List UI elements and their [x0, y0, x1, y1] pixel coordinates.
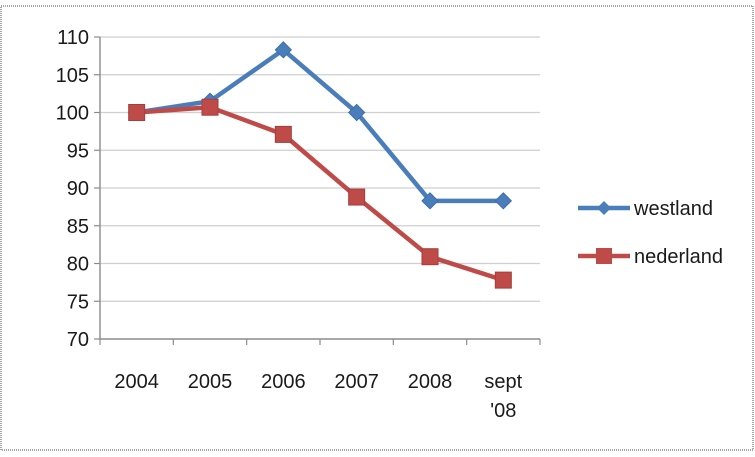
legend-marker-nederland [596, 248, 612, 264]
data-point-westland [347, 103, 366, 122]
chart-border [0, 5, 754, 451]
data-point-westland [494, 192, 513, 210]
data-point-westland [421, 192, 439, 210]
data-point-westland [274, 41, 293, 59]
data-point-nederland [274, 125, 292, 143]
data-point-nederland [421, 248, 439, 266]
x-tick-label: sept '08 [484, 371, 522, 422]
data-point-nederland [201, 98, 219, 116]
y-tick-label: 80 [67, 254, 89, 276]
legend-label-westland: westland [633, 198, 713, 220]
data-point-nederland [128, 104, 146, 121]
x-tick-label: 2007 [334, 371, 379, 393]
gridlines [100, 36, 540, 302]
data-point-nederland [494, 271, 512, 289]
legend-label-nederland: nederland [634, 246, 723, 268]
y-tick-label: 110 [57, 27, 89, 49]
y-tick-label: 75 [67, 291, 89, 313]
x-tick-label: 2005 [188, 371, 233, 393]
series-line-nederland [136, 104, 505, 283]
legend: westland nederland [578, 198, 723, 268]
y-tick-label: 85 [67, 216, 89, 238]
y-tick-label: 95 [67, 140, 89, 162]
legend-marker-westland [597, 201, 611, 215]
x-tick-label: 2008 [408, 371, 453, 393]
axes: 70 75 80 85 90 95 100 105 110 2004 2005 2006 2007 200… [56, 27, 541, 422]
data-point-nederland [348, 188, 366, 206]
x-tick-label: 2006 [261, 371, 306, 393]
y-tick-label: 105 [56, 65, 89, 87]
y-tick-label: 70 [67, 329, 89, 351]
x-tick-label: 2004 [114, 371, 159, 393]
y-tick-label: 100 [56, 103, 89, 125]
series-layer [127, 41, 513, 289]
y-tick-label: 90 [67, 178, 89, 200]
series-line-westland [136, 47, 504, 204]
